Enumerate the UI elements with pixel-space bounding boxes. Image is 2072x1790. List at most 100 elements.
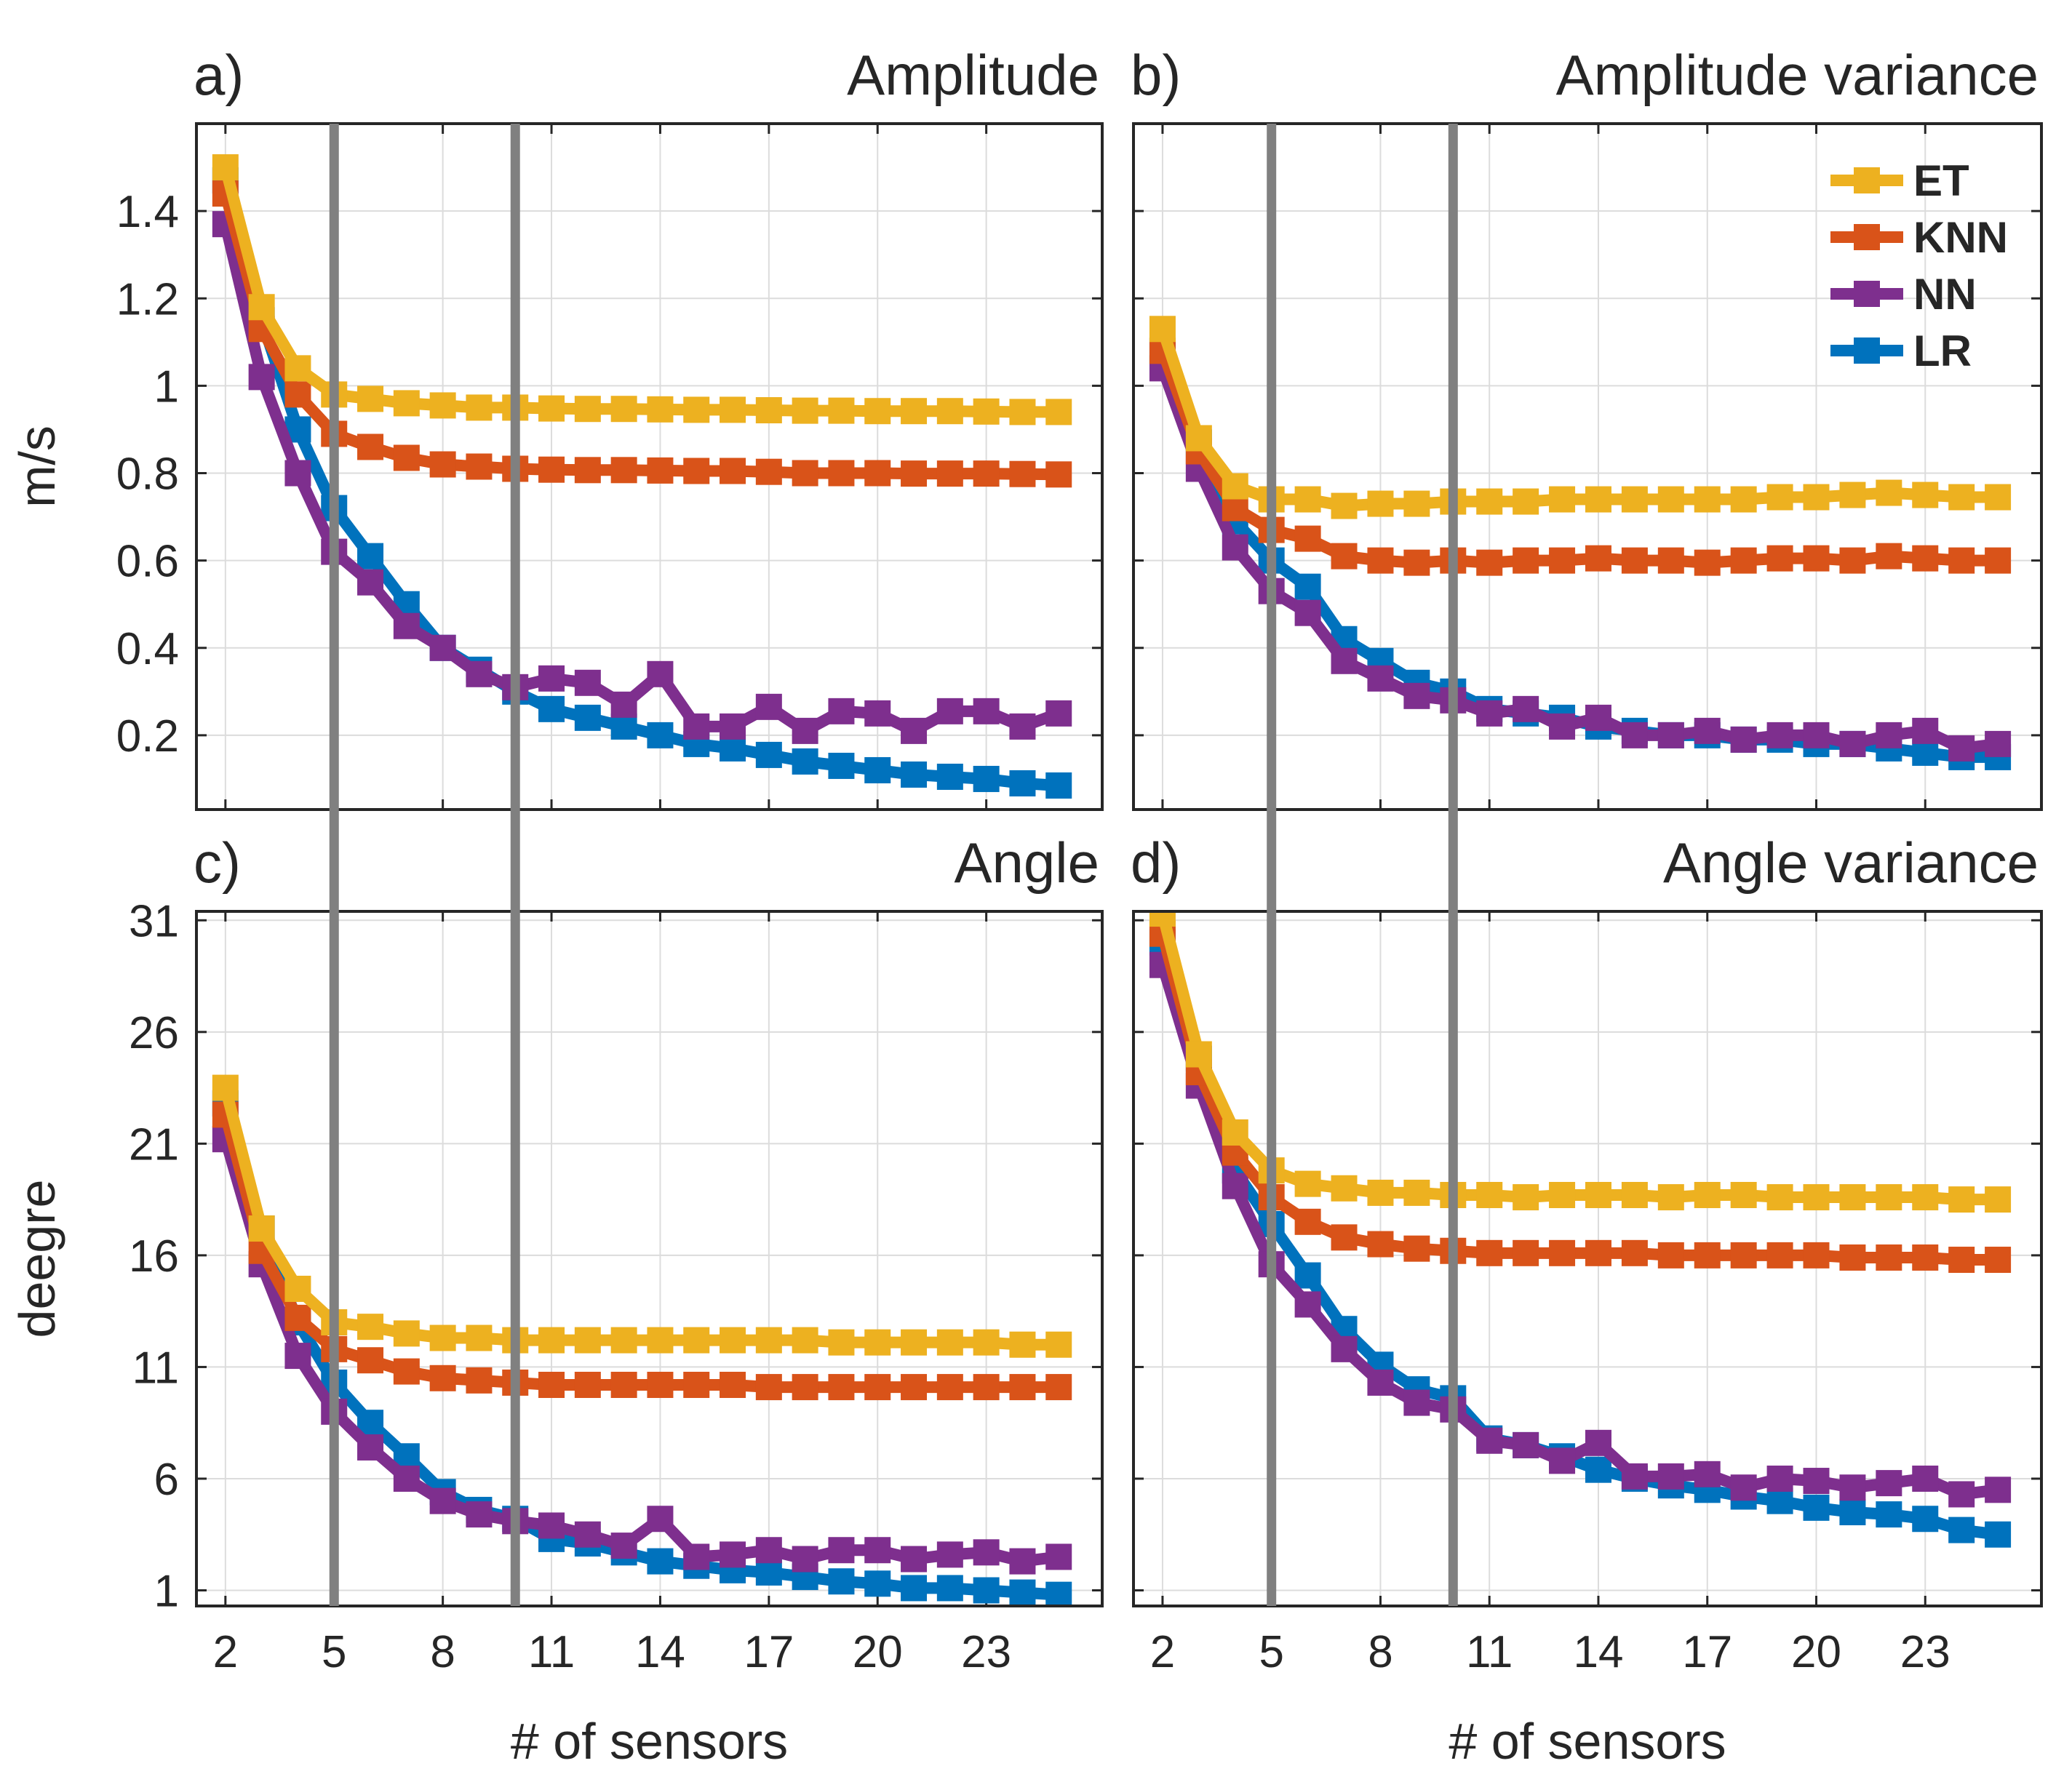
data-point-knn bbox=[1367, 547, 1394, 574]
data-point-et bbox=[901, 398, 928, 425]
data-point-et bbox=[1876, 479, 1902, 506]
data-point-nn bbox=[683, 1543, 710, 1570]
data-point-knn bbox=[901, 460, 928, 487]
data-point-knn bbox=[1549, 547, 1576, 574]
data-point-knn bbox=[1585, 545, 1611, 572]
data-point-knn bbox=[1331, 543, 1358, 570]
data-point-nn bbox=[1803, 722, 1830, 748]
data-point-nn bbox=[1513, 695, 1539, 722]
data-point-et bbox=[792, 1327, 818, 1354]
data-point-nn bbox=[357, 569, 384, 596]
data-point-et bbox=[284, 355, 311, 382]
data-point-et bbox=[429, 392, 456, 419]
data-point-knn bbox=[1694, 1242, 1721, 1268]
data-point-nn bbox=[720, 713, 746, 740]
data-point-lr bbox=[1009, 770, 1036, 796]
data-point-nn bbox=[864, 1537, 891, 1564]
data-point-lr bbox=[973, 765, 1000, 792]
data-point-knn bbox=[1549, 1239, 1576, 1266]
data-point-et bbox=[1476, 1181, 1503, 1208]
data-point-knn bbox=[610, 1371, 637, 1398]
data-point-et bbox=[1985, 1186, 2012, 1213]
data-point-nn bbox=[792, 717, 818, 744]
data-point-knn bbox=[1839, 1244, 1866, 1271]
axes-frame bbox=[1132, 122, 2043, 811]
data-point-et bbox=[1513, 1184, 1539, 1211]
data-point-nn bbox=[1331, 647, 1358, 674]
data-point-knn bbox=[864, 460, 891, 487]
x-tick-label: 5 bbox=[322, 1627, 346, 1677]
data-point-et bbox=[1513, 488, 1539, 515]
data-point-et bbox=[1730, 486, 1757, 513]
data-point-lr bbox=[1803, 1494, 1830, 1521]
data-point-knn bbox=[357, 433, 384, 460]
data-point-nn bbox=[1621, 1463, 1648, 1490]
data-point-knn bbox=[683, 458, 710, 484]
data-point-nn bbox=[1730, 726, 1757, 753]
data-point-knn bbox=[1045, 461, 1072, 488]
data-point-nn bbox=[1839, 730, 1866, 757]
data-point-knn bbox=[936, 460, 963, 487]
data-point-nn bbox=[1948, 735, 1975, 762]
data-point-knn bbox=[1367, 1231, 1394, 1258]
data-point-et bbox=[1331, 1175, 1358, 1202]
y-tick-label: 31 bbox=[129, 896, 179, 946]
data-point-knn bbox=[284, 381, 311, 408]
data-point-nn bbox=[248, 364, 275, 391]
data-point-nn bbox=[1985, 1477, 2012, 1503]
data-point-et bbox=[864, 1329, 891, 1356]
data-point-et bbox=[1009, 399, 1036, 425]
data-point-et bbox=[1367, 1179, 1394, 1206]
data-point-et bbox=[1403, 490, 1430, 517]
data-point-et bbox=[1766, 484, 1793, 511]
data-point-knn bbox=[792, 1374, 818, 1401]
data-point-et bbox=[755, 1327, 782, 1354]
data-point-et bbox=[393, 1320, 420, 1347]
data-point-nn bbox=[1585, 1429, 1611, 1456]
data-point-knn bbox=[538, 456, 565, 483]
legend-label-et: ET bbox=[1913, 156, 1969, 205]
series-group bbox=[1149, 316, 2012, 770]
x-tick-label: 5 bbox=[1259, 1627, 1283, 1677]
data-point-et bbox=[973, 398, 1000, 425]
data-point-et bbox=[1839, 1184, 1866, 1211]
data-point-nn bbox=[357, 1434, 384, 1461]
data-point-lr bbox=[864, 1570, 891, 1597]
data-point-lr bbox=[828, 1568, 855, 1595]
panel-a: 0.2 0.4 0.6 0.8 1 1.2 1.4 a) Amplitude m/s bbox=[9, 43, 1104, 811]
data-point-knn bbox=[1948, 1247, 1975, 1274]
data-point-nn bbox=[1912, 1465, 1939, 1492]
data-point-knn bbox=[1803, 1242, 1830, 1268]
data-point-et bbox=[357, 1314, 384, 1340]
series-group bbox=[212, 154, 1072, 799]
data-point-nn bbox=[864, 700, 891, 727]
panel-label: d) bbox=[1131, 831, 1181, 895]
data-point-et bbox=[1185, 425, 1212, 452]
data-point-nn bbox=[1367, 1369, 1394, 1396]
panel-label: c) bbox=[194, 831, 241, 895]
data-point-knn bbox=[1513, 1239, 1539, 1266]
x-tick-label: 17 bbox=[744, 1627, 794, 1677]
data-point-knn bbox=[1876, 543, 1902, 570]
y-tick-label: 6 bbox=[154, 1455, 179, 1505]
data-point-nn bbox=[1766, 722, 1793, 748]
data-point-et bbox=[212, 1074, 239, 1101]
data-point-nn bbox=[1985, 730, 2012, 757]
data-point-knn bbox=[1694, 549, 1721, 576]
chart-title: Amplitude variance bbox=[1556, 43, 2039, 107]
data-point-knn bbox=[574, 457, 601, 484]
data-point-et bbox=[610, 1327, 637, 1354]
data-point-knn bbox=[1403, 1235, 1430, 1262]
data-point-et bbox=[1149, 911, 1176, 927]
x-tick-label: 8 bbox=[430, 1627, 455, 1677]
data-point-et bbox=[828, 1329, 855, 1356]
data-point-knn bbox=[1912, 1244, 1939, 1271]
data-point-knn bbox=[1009, 1374, 1036, 1401]
data-point-et bbox=[1294, 1170, 1321, 1197]
data-point-et bbox=[936, 398, 963, 425]
data-point-knn bbox=[1294, 525, 1321, 552]
data-point-lr bbox=[864, 756, 891, 783]
data-point-knn bbox=[828, 1374, 855, 1401]
data-point-knn bbox=[901, 1374, 928, 1401]
data-point-nn bbox=[901, 1546, 928, 1573]
